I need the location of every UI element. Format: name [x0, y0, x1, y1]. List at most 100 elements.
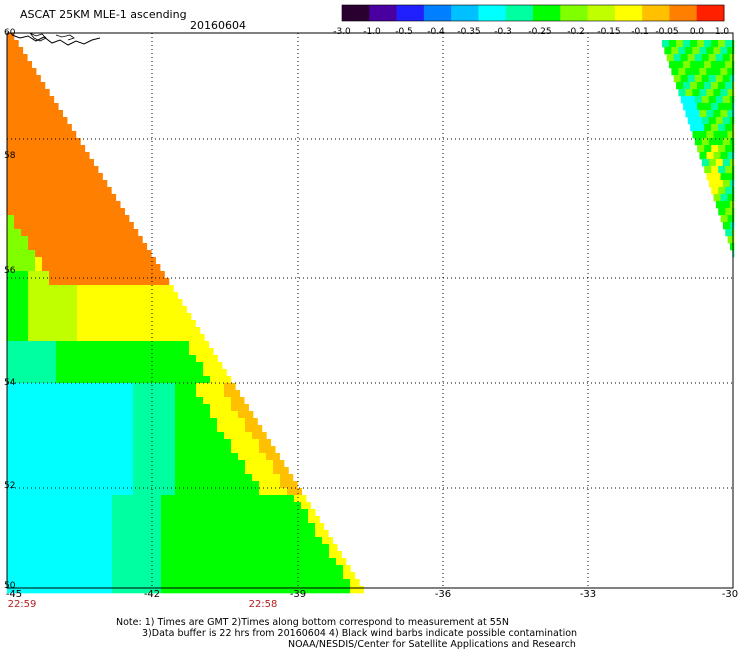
swath-cell [105, 362, 113, 370]
swath-cell [77, 173, 85, 181]
swath-cell [147, 362, 155, 370]
swath-cell [98, 306, 106, 314]
swath-cell [238, 390, 241, 398]
swath-cell [140, 418, 148, 426]
swath-cell [49, 327, 57, 335]
swath-cell [196, 495, 204, 503]
swath-cell [21, 404, 29, 412]
swath-cell [280, 572, 288, 580]
swath-cell [692, 47, 700, 55]
swath-cell [259, 488, 267, 496]
swath-cell [63, 397, 71, 405]
swath-cell [42, 523, 50, 531]
swath-cell [189, 313, 192, 321]
swath-cell [49, 530, 57, 538]
swath-cell [98, 516, 106, 524]
swath-cell [77, 390, 85, 398]
swath-cell [140, 264, 148, 272]
swath-cell [259, 460, 267, 468]
swath-cell [42, 152, 50, 160]
swath-cell [70, 376, 78, 384]
swath-cell [119, 348, 127, 356]
swath-cell [210, 397, 218, 405]
swath-cell [315, 572, 323, 580]
swath-cell [7, 152, 15, 160]
swath-cell [126, 390, 134, 398]
swath-cell [685, 89, 693, 97]
swath-cell [21, 292, 29, 300]
swath-cell [294, 495, 302, 503]
swath-cell [245, 439, 253, 447]
swath-cell [168, 551, 176, 559]
swath-cell [77, 488, 85, 496]
swath-cell [119, 502, 127, 510]
swath-cell [140, 530, 148, 538]
swath-cell [287, 530, 295, 538]
swath-cell [56, 152, 64, 160]
swath-cell [119, 425, 127, 433]
swath-cell [35, 348, 43, 356]
swath-cell [722, 96, 731, 104]
swath-cell [308, 523, 316, 531]
swath-cell [175, 348, 183, 356]
swath-cell [210, 362, 218, 370]
swath-cell [168, 376, 176, 384]
swath-cell [14, 117, 22, 125]
swath-cell [63, 208, 71, 216]
swath-cell [56, 222, 64, 230]
swath-cell [98, 523, 106, 531]
swath-cell [84, 250, 92, 258]
swath-cell [112, 516, 120, 524]
swath-cell [84, 271, 92, 279]
swath-cell [63, 558, 71, 566]
swath-cell [21, 54, 28, 62]
swath-cell [14, 530, 22, 538]
swath-cell [168, 530, 176, 538]
swath-cell [713, 173, 721, 181]
swath-cell [112, 327, 120, 335]
swath-cell [133, 411, 141, 419]
swath-cell [56, 110, 63, 118]
swath-cell [252, 516, 260, 524]
swath-cell [133, 509, 141, 517]
swath-cell [315, 551, 323, 559]
swath-cell [126, 425, 134, 433]
swath-cell [21, 187, 29, 195]
swath-cell [336, 544, 338, 552]
swath-cell [315, 558, 323, 566]
swath-cell [63, 425, 71, 433]
swath-cell [49, 89, 50, 97]
swath-cell [154, 313, 162, 321]
swath-cell [35, 502, 43, 510]
swath-cell [56, 159, 64, 167]
swath-cell [7, 502, 15, 510]
swath-cell [273, 551, 281, 559]
swath-cell [21, 390, 29, 398]
swath-cell [42, 446, 50, 454]
swath-cell [91, 502, 99, 510]
swath-cell [49, 404, 57, 412]
swath-cell [7, 187, 15, 195]
swath-cell [42, 432, 50, 440]
swath-cell [49, 299, 57, 307]
colorbar-swatch [478, 5, 507, 21]
swath-cell [217, 530, 225, 538]
swath-cell [105, 208, 113, 216]
swath-cell [42, 173, 50, 181]
swath-cell [112, 446, 120, 454]
swath-cell [77, 369, 85, 377]
swath-cell [70, 215, 78, 223]
swath-cell [133, 243, 141, 251]
swath-cell [21, 425, 29, 433]
swath-cell [77, 208, 85, 216]
swath-cell [105, 537, 113, 545]
swath-cell [91, 264, 99, 272]
swath-cell [133, 439, 141, 447]
swath-cell [287, 572, 295, 580]
swath-cell [711, 103, 719, 111]
swath-cell [28, 362, 36, 370]
swath-cell [91, 313, 99, 321]
swath-cell [56, 439, 64, 447]
swath-cell [708, 54, 716, 62]
swath-cell [280, 467, 288, 475]
